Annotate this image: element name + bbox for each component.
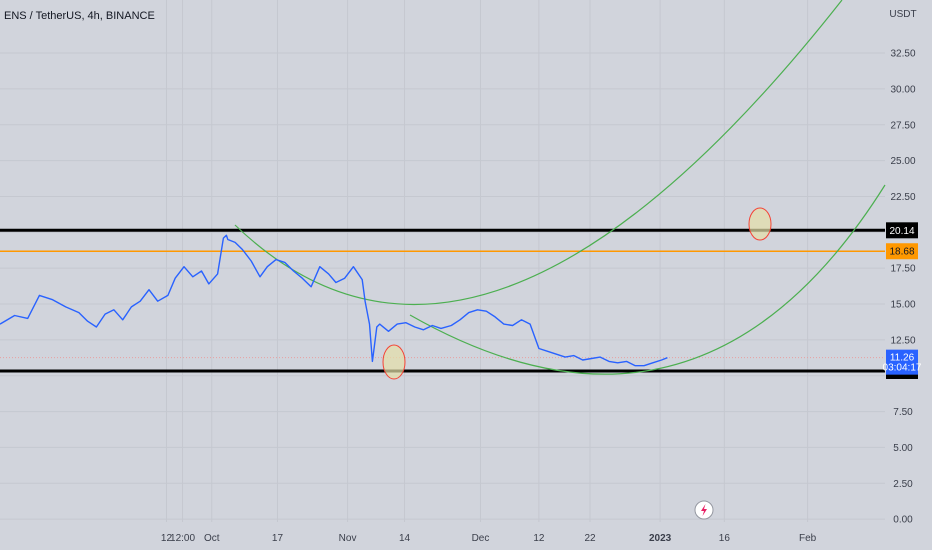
level-badge: [886, 222, 918, 239]
y-tick-label: 15.00: [890, 300, 915, 311]
y-tick-label: 27.50: [890, 120, 915, 131]
arc-1[interactable]: [234, 0, 843, 306]
horizontal-levels: [0, 228, 885, 373]
circle-markers: [382, 207, 772, 380]
level-badge-label: 18.68: [889, 247, 914, 258]
y-tick-label: 30.00: [890, 84, 915, 95]
countdown-label: 03:04:17: [883, 363, 922, 374]
y-tick-label: 17.50: [890, 264, 915, 275]
x-tick-label: 16: [719, 533, 731, 544]
level-badge-label: 20.14: [889, 226, 914, 237]
x-tick-label: 2023: [649, 533, 672, 544]
y-tick-label: 12.50: [890, 335, 915, 346]
axes: 0.002.505.007.5010.0012.5015.0017.5020.0…: [161, 49, 922, 544]
arc-2[interactable]: [409, 184, 886, 375]
x-tick-label: 12: [533, 533, 545, 544]
level-badge: [886, 243, 918, 260]
y-tick-label: 32.50: [890, 49, 915, 60]
y-tick-label: 7.50: [893, 407, 913, 418]
y-tick-label: 2.50: [893, 479, 913, 490]
chart-title: ENS / TetherUS, 4h, BINANCE: [4, 10, 155, 22]
x-tick-label: 22: [584, 533, 596, 544]
x-tick-label: 12: [161, 533, 173, 544]
y-tick-label: 22.50: [890, 192, 915, 203]
grid: [0, 0, 885, 522]
price-line: [0, 234, 668, 367]
x-tick-label: 12:00: [170, 533, 195, 544]
price-series: [0, 234, 668, 367]
y-tick-label: 25.00: [890, 156, 915, 167]
circle-marker-low[interactable]: [382, 344, 406, 380]
x-tick-label: 17: [272, 533, 284, 544]
circle-marker-target[interactable]: [748, 207, 772, 241]
x-tick-label: Nov: [339, 533, 357, 544]
x-tick-label: Oct: [204, 533, 220, 544]
price-axis-unit: USDT: [889, 9, 916, 20]
current-price-label: 11.26: [890, 353, 915, 364]
x-tick-label: Dec: [472, 533, 490, 544]
event-marker[interactable]: [694, 500, 714, 520]
current-price-badge: [886, 349, 918, 375]
y-tick-label: 5.00: [893, 443, 913, 454]
x-tick-label: Feb: [799, 533, 817, 544]
x-tick-label: 14: [399, 533, 411, 544]
y-tick-label: 0.00: [893, 515, 913, 526]
curve-drawings: [234, 0, 886, 375]
lightning-icon: [701, 504, 707, 516]
